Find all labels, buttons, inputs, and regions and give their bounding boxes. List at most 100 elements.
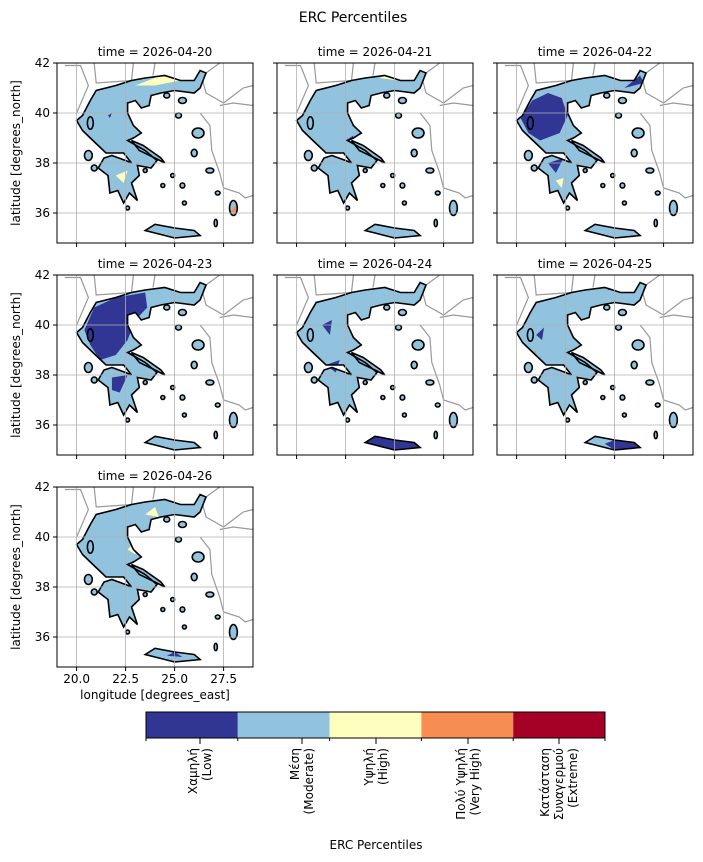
- map-content: [497, 63, 693, 243]
- island-coastline: [434, 402, 441, 408]
- island-coastline: [617, 308, 628, 317]
- panel-title: time = 2026-04-26: [98, 469, 213, 483]
- country-border: [284, 64, 310, 114]
- axes-frame: [276, 62, 474, 244]
- island-coastline: [142, 379, 148, 386]
- category-patch: [115, 170, 128, 183]
- colorbar-tick-label: Χαμηλή(Low): [186, 748, 214, 794]
- country-border: [425, 63, 441, 74]
- country-border: [199, 70, 253, 104]
- country-border: [645, 63, 661, 74]
- island-coastline: [399, 394, 406, 401]
- country-border: [93, 63, 132, 84]
- colorbar-tick-label: Πολύ Υψηλή(Very High): [454, 748, 482, 820]
- category-patch: [111, 375, 128, 393]
- coastline: [515, 69, 648, 205]
- country-border: [425, 275, 441, 286]
- axes-frame: [496, 62, 694, 244]
- y-tick-label: 40: [35, 530, 50, 544]
- island-coastline: [214, 402, 221, 408]
- colorbar-swatch: [237, 712, 330, 738]
- island-coastline: [228, 199, 239, 217]
- country-border: [64, 488, 90, 538]
- country-border: [639, 282, 693, 316]
- island-coastline: [177, 96, 188, 105]
- country-border: [419, 282, 473, 316]
- country-border: [372, 275, 376, 288]
- map-content: [57, 487, 253, 667]
- country-border: [152, 487, 156, 500]
- colorbar-tick-label-line: Χαμηλή: [186, 748, 200, 794]
- map-content: [277, 63, 473, 243]
- island-coastline: [425, 379, 435, 386]
- category-patch: [92, 577, 99, 587]
- island-coastline: [621, 200, 628, 206]
- island-coastline: [621, 412, 628, 418]
- map-panel: time = 2026-04-26 20.0 22.5 25.0 27.5 36 38 40 4…: [9, 469, 254, 702]
- map-panel: time = 2026-04-23 36 38 40 42 latitude [degre…: [9, 257, 254, 459]
- country-border: [639, 112, 693, 199]
- island-coastline: [205, 379, 215, 386]
- island-coastline: [582, 167, 588, 174]
- island-coastline: [90, 376, 98, 384]
- island-coastline: [160, 394, 166, 401]
- category-patch: [108, 113, 112, 118]
- island-coastline: [425, 167, 435, 174]
- y-tick-label: 42: [35, 56, 50, 70]
- island-coastline: [397, 96, 408, 105]
- island-coastline: [411, 127, 425, 139]
- panel-title: time = 2026-04-21: [318, 45, 433, 59]
- island-coastline: [631, 339, 645, 351]
- island-coastline: [214, 614, 221, 620]
- island-coastline: [205, 591, 215, 598]
- island-coastline: [213, 218, 219, 228]
- country-border: [419, 112, 473, 199]
- island-coastline: [306, 327, 315, 343]
- island-coastline: [401, 200, 408, 206]
- country-border: [93, 275, 132, 296]
- island-coastline: [380, 394, 386, 401]
- y-tick-label: 36: [35, 630, 50, 644]
- map-content: [277, 275, 473, 455]
- country-border: [199, 494, 253, 528]
- colorbar-swatch: [146, 712, 238, 738]
- island-coastline: [213, 642, 219, 652]
- island-coastline: [631, 127, 645, 139]
- map-content: [57, 63, 253, 243]
- country-border: [199, 324, 253, 411]
- y-tick-label: 40: [35, 318, 50, 332]
- island-coastline: [630, 360, 638, 370]
- panel-title: time = 2026-04-24: [318, 257, 433, 271]
- coastline: [75, 281, 208, 417]
- country-border: [439, 314, 473, 319]
- island-coastline: [600, 394, 606, 401]
- x-tick-label: 25.0: [161, 672, 188, 686]
- island-coastline: [397, 308, 408, 317]
- island-coastline: [190, 360, 198, 370]
- axes-frame: [56, 486, 254, 668]
- country-border: [205, 63, 221, 74]
- island-coastline: [362, 379, 368, 386]
- island-coastline: [179, 606, 186, 613]
- figure-title: ERC Percentiles: [299, 10, 407, 26]
- island-coastline: [181, 624, 188, 630]
- island-coastline: [310, 376, 318, 384]
- colorbar-swatch: [513, 712, 605, 738]
- island-coastline: [86, 115, 95, 131]
- country-border: [504, 64, 530, 114]
- panel-title: time = 2026-04-23: [98, 257, 213, 271]
- island-coastline: [181, 200, 188, 206]
- panel-title: time = 2026-04-20: [98, 45, 213, 59]
- island-coastline: [90, 588, 98, 596]
- map-panel: time = 2026-04-24: [273, 257, 474, 459]
- island-coastline: [653, 218, 659, 228]
- map-panel: time = 2026-04-25: [493, 257, 694, 459]
- country-border: [659, 102, 693, 107]
- coastline: [75, 493, 208, 629]
- island-coastline: [401, 412, 408, 418]
- category-patch: [624, 75, 644, 88]
- country-border: [199, 282, 253, 316]
- country-border: [639, 324, 693, 411]
- category-patch: [555, 178, 564, 188]
- map-content: [497, 275, 693, 455]
